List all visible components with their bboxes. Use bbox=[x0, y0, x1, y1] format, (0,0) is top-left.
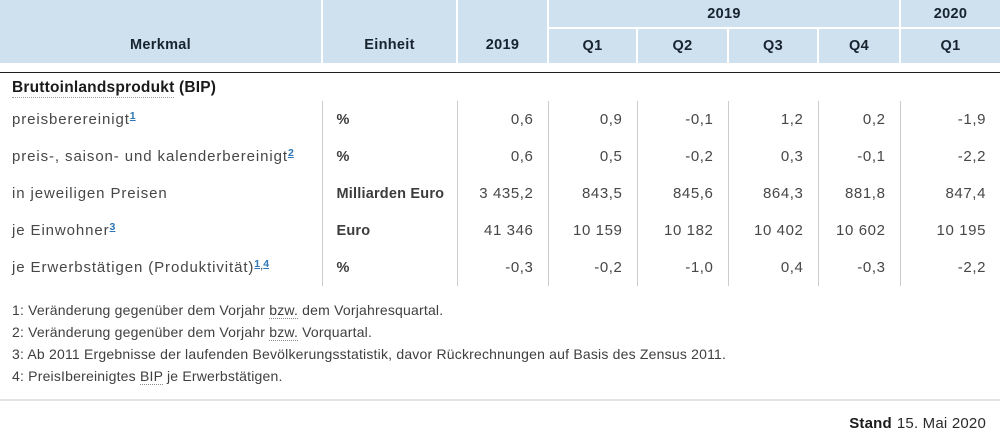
footnote-ref-4[interactable]: 4 bbox=[263, 258, 270, 270]
value-2019-q3: 0,3 bbox=[727, 138, 818, 175]
value-2019-q4: 10 602 bbox=[817, 212, 901, 249]
value-2019-q2: 10 182 bbox=[636, 212, 728, 249]
value-2019-q4: 881,8 bbox=[817, 175, 901, 212]
col-header-merkmal: Merkmal bbox=[0, 0, 322, 63]
footnotes-block: 1: Veränderung gegenüber dem Vorjahr bzw… bbox=[12, 299, 988, 387]
unit-cell: % bbox=[321, 138, 457, 175]
footnote-ref-3[interactable]: 3 bbox=[109, 221, 116, 233]
value-2019-q1: -0,2 bbox=[547, 249, 637, 286]
stand-date: 15. Mai 2020 bbox=[896, 415, 986, 432]
value-2019-q4: -0,1 bbox=[817, 138, 901, 175]
value-2020-q1: -2,2 bbox=[899, 138, 1000, 175]
row-label: in jeweiligen Preisen bbox=[12, 185, 168, 202]
unit-cell: Milliarden Euro bbox=[321, 175, 457, 212]
value-2019: 3 435,2 bbox=[456, 175, 548, 212]
unit-cell: % bbox=[321, 101, 457, 138]
row-label: preisberereinigt1 bbox=[12, 110, 136, 128]
value-2019-q1: 10 159 bbox=[547, 212, 637, 249]
footnote-4: 4: PreisIbereinigtes BIP je Erwerbstätig… bbox=[12, 368, 283, 385]
group-header-2019: 2019 bbox=[546, 0, 901, 29]
value-2020-q1: 10 195 bbox=[899, 212, 1000, 249]
value-2019: 41 346 bbox=[456, 212, 548, 249]
group-header-2020: 2020 bbox=[899, 0, 1000, 29]
table-row-jeweilige-preise: in jeweiligen Preisen Milliarden Euro 3 … bbox=[0, 175, 1000, 212]
section-title-suffix: (BIP) bbox=[178, 79, 217, 96]
abbr-bruttoinlandsprodukt: Bruttoinlandsprodukt bbox=[12, 79, 175, 98]
value-2019-q2: -0,2 bbox=[636, 138, 728, 175]
footnote-ref-1[interactable]: 1 bbox=[254, 258, 261, 270]
col-header-2020-q1: Q1 bbox=[899, 28, 1000, 63]
stand-label: Stand bbox=[849, 415, 892, 432]
value-2019: -0,3 bbox=[456, 249, 548, 286]
row-label: je Erwerbstätigen (Produktivität)1,4 bbox=[12, 258, 270, 276]
section-row-bip: Bruttoinlandsprodukt (BIP) bbox=[0, 71, 1000, 101]
section-title-bip: Bruttoinlandsprodukt (BIP) bbox=[12, 79, 216, 98]
value-2019-q3: 10 402 bbox=[727, 212, 818, 249]
table-row-kalenderbereinigt: preis-, saison- und kalenderbereinigt2 %… bbox=[0, 138, 1000, 175]
col-header-2019-q2: Q2 bbox=[636, 28, 728, 63]
footnote-ref-2[interactable]: 2 bbox=[287, 147, 294, 159]
table-row-produktivitaet: je Erwerbstätigen (Produktivität)1,4 % -… bbox=[0, 249, 1000, 286]
unit-cell: % bbox=[321, 249, 457, 286]
header-gap bbox=[0, 63, 1000, 72]
abbr-bip: BIP bbox=[139, 368, 163, 385]
value-2020-q1: 847,4 bbox=[899, 175, 1000, 212]
value-2019-q3: 0,4 bbox=[727, 249, 818, 286]
value-2019-q3: 1,2 bbox=[727, 101, 818, 138]
sup-separator: , bbox=[260, 260, 264, 272]
value-2019-q1: 0,9 bbox=[547, 101, 637, 138]
unit-cell: Euro bbox=[321, 212, 457, 249]
status-date-line: Stand 15. Mai 2020 bbox=[0, 415, 986, 432]
col-header-2019-q1: Q1 bbox=[547, 28, 637, 63]
value-2020-q1: -1,9 bbox=[899, 101, 1000, 138]
footnote-ref-1[interactable]: 1 bbox=[129, 110, 136, 122]
value-2019-q4: -0,3 bbox=[817, 249, 901, 286]
value-2019-q2: -0,1 bbox=[636, 101, 728, 138]
col-header-2019-q4: Q4 bbox=[816, 28, 901, 63]
row-label: je Einwohner3 bbox=[12, 221, 116, 239]
table-row-je-einwohner: je Einwohner3 Euro 41 346 10 159 10 182 … bbox=[0, 212, 1000, 249]
footnote-1: 1: Veränderung gegenüber dem Vorjahr bzw… bbox=[12, 302, 444, 319]
value-2019-q2: 845,6 bbox=[636, 175, 728, 212]
value-2019-q3: 864,3 bbox=[727, 175, 818, 212]
value-2019-q2: -1,0 bbox=[636, 249, 728, 286]
footnote-3: 3: Ab 2011 Ergebnisse der laufenden Bevö… bbox=[12, 346, 727, 362]
value-2019-q4: 0,2 bbox=[817, 101, 901, 138]
col-header-einheit: Einheit bbox=[321, 0, 457, 63]
value-2019: 0,6 bbox=[456, 101, 548, 138]
value-2019-q1: 0,5 bbox=[547, 138, 637, 175]
abbr-bzw: bzw. bbox=[269, 324, 299, 341]
footer-divider bbox=[0, 399, 1000, 401]
value-2020-q1: -2,2 bbox=[899, 249, 1000, 286]
row-label: preis-, saison- und kalenderbereinigt2 bbox=[12, 147, 294, 165]
footnote-2: 2: Veränderung gegenüber dem Vorjahr bzw… bbox=[12, 324, 373, 341]
value-2019: 0,6 bbox=[456, 138, 548, 175]
col-header-year-2019: 2019 bbox=[456, 0, 548, 63]
gdp-table: Merkmal Einheit 2019 2019 2020 Q1 Q2 Q3 … bbox=[0, 0, 1000, 286]
value-2019-q1: 843,5 bbox=[547, 175, 637, 212]
table-row-preisbereinigt: preisberereinigt1 % 0,6 0,9 -0,1 1,2 0,2… bbox=[0, 101, 1000, 138]
abbr-bzw: bzw. bbox=[269, 302, 299, 319]
col-header-2019-q3: Q3 bbox=[727, 28, 818, 63]
